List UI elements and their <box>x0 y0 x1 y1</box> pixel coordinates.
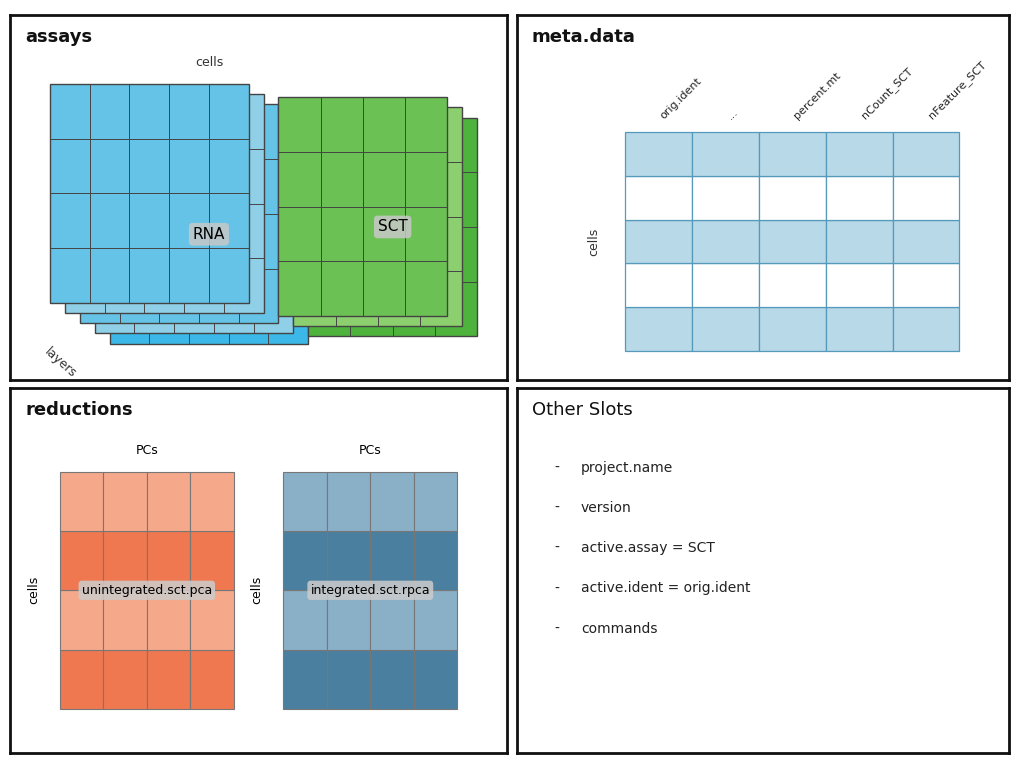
Text: active.assay = SCT: active.assay = SCT <box>581 541 715 555</box>
Text: SCT: SCT <box>378 220 408 234</box>
Bar <box>308 118 477 336</box>
Bar <box>371 472 414 531</box>
Bar <box>146 650 190 709</box>
Bar <box>626 176 692 220</box>
Text: -: - <box>554 621 559 636</box>
Bar <box>190 650 233 709</box>
Bar <box>692 263 759 307</box>
Bar <box>146 591 190 650</box>
Bar <box>146 472 190 531</box>
Bar <box>146 531 190 591</box>
Text: -: - <box>554 502 559 515</box>
Text: version: version <box>581 502 632 515</box>
Text: nCount_SCT: nCount_SCT <box>859 66 914 121</box>
Text: unintegrated.sct.pca: unintegrated.sct.pca <box>82 584 212 597</box>
Bar <box>293 108 462 326</box>
Bar <box>893 307 959 351</box>
Bar <box>414 472 457 531</box>
Text: reductions: reductions <box>26 401 133 419</box>
Bar <box>692 220 759 263</box>
Bar <box>279 97 447 316</box>
Bar <box>59 650 103 709</box>
Bar <box>759 307 825 351</box>
Bar <box>893 176 959 220</box>
Text: -: - <box>554 541 559 555</box>
Text: -: - <box>554 461 559 475</box>
Bar <box>110 124 308 344</box>
Bar <box>371 531 414 591</box>
Bar <box>190 591 233 650</box>
Bar <box>414 591 457 650</box>
Text: commands: commands <box>581 621 657 636</box>
Bar <box>190 531 233 591</box>
Bar <box>59 531 103 591</box>
Bar <box>692 307 759 351</box>
Bar <box>692 176 759 220</box>
Bar <box>190 472 233 531</box>
Text: Other Slots: Other Slots <box>531 401 633 419</box>
Bar <box>284 650 327 709</box>
Bar <box>284 531 327 591</box>
Bar <box>327 591 371 650</box>
Text: -: - <box>554 581 559 595</box>
Bar <box>59 591 103 650</box>
Bar <box>103 591 146 650</box>
Text: layers: layers <box>41 345 79 380</box>
Bar <box>759 176 825 220</box>
Bar <box>103 472 146 531</box>
Bar <box>80 104 279 323</box>
Text: orig.ident: orig.ident <box>658 76 703 121</box>
Bar <box>626 220 692 263</box>
Bar <box>103 650 146 709</box>
Bar <box>893 220 959 263</box>
Bar <box>692 132 759 176</box>
Bar <box>50 84 249 303</box>
Text: percent.mt: percent.mt <box>793 71 843 121</box>
Text: cells: cells <box>588 227 601 256</box>
Bar <box>65 94 263 313</box>
Bar <box>371 650 414 709</box>
Bar <box>327 472 371 531</box>
Text: PCs: PCs <box>135 443 158 456</box>
Text: assays: assays <box>26 28 92 46</box>
Bar <box>759 263 825 307</box>
Bar <box>825 176 893 220</box>
Bar <box>414 531 457 591</box>
Text: integrated.sct.rpca: integrated.sct.rpca <box>310 584 430 597</box>
Bar <box>284 591 327 650</box>
Bar <box>327 531 371 591</box>
Text: nFeature_SCT: nFeature_SCT <box>926 59 988 121</box>
Bar <box>825 220 893 263</box>
Bar <box>626 132 692 176</box>
Text: ...: ... <box>726 107 740 121</box>
Text: cells: cells <box>251 576 263 604</box>
Bar <box>626 307 692 351</box>
Bar <box>626 263 692 307</box>
Bar <box>284 472 327 531</box>
Bar <box>825 132 893 176</box>
Bar <box>759 132 825 176</box>
Text: active.ident = orig.ident: active.ident = orig.ident <box>581 581 751 595</box>
Bar <box>414 650 457 709</box>
Bar <box>759 220 825 263</box>
Text: PCs: PCs <box>359 443 382 456</box>
Text: features: features <box>74 208 86 260</box>
Text: RNA: RNA <box>193 227 225 242</box>
Bar <box>893 263 959 307</box>
Text: project.name: project.name <box>581 461 673 475</box>
Text: meta.data: meta.data <box>531 28 636 46</box>
Bar <box>59 472 103 531</box>
Bar <box>327 650 371 709</box>
Bar <box>825 263 893 307</box>
Bar <box>103 531 146 591</box>
Text: cells: cells <box>195 56 223 69</box>
Text: cells: cells <box>27 576 40 604</box>
Bar <box>893 132 959 176</box>
Bar <box>371 591 414 650</box>
Bar <box>825 307 893 351</box>
Bar <box>94 114 293 333</box>
